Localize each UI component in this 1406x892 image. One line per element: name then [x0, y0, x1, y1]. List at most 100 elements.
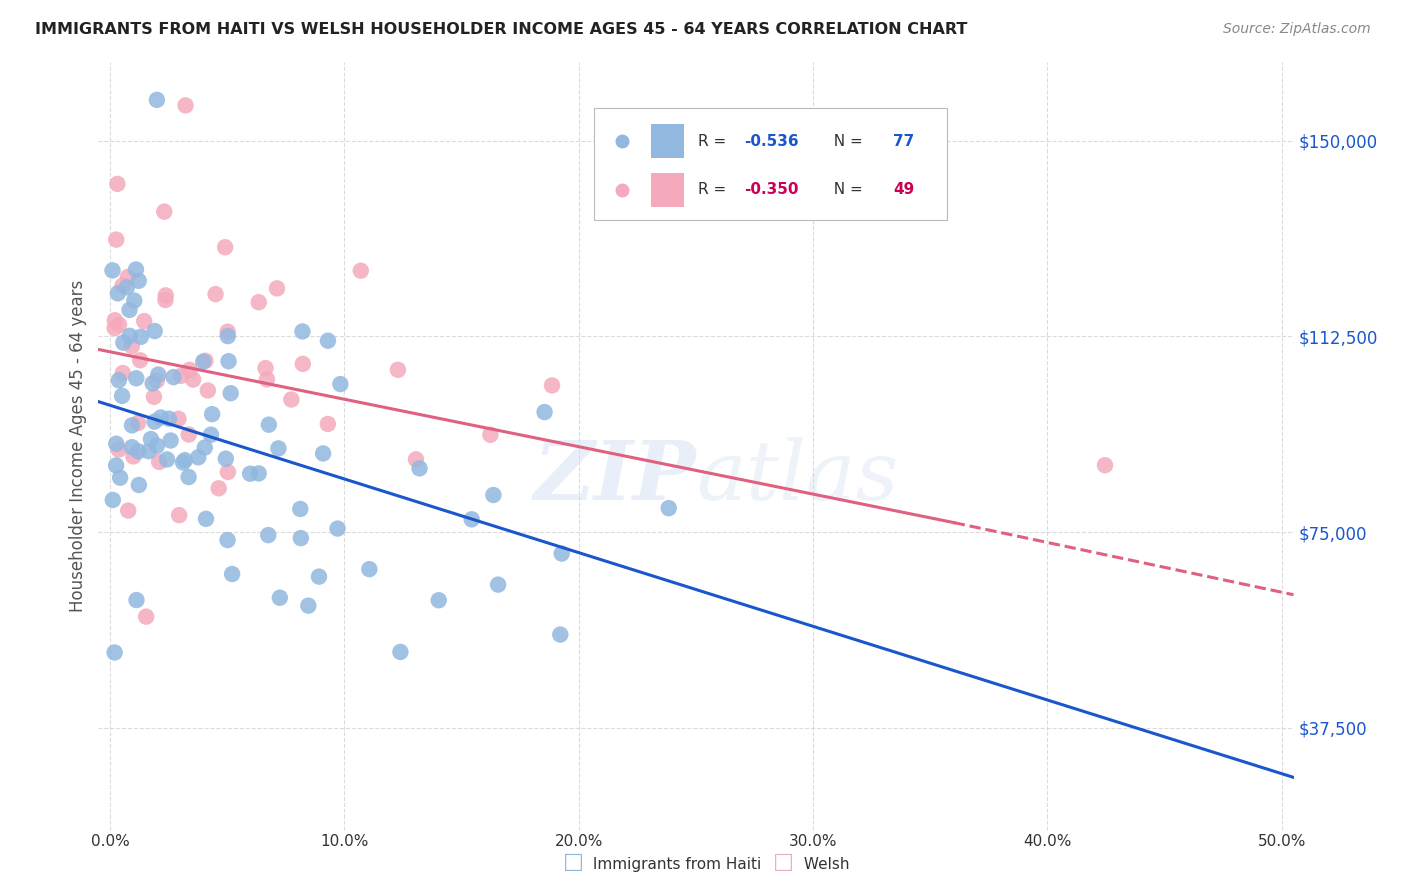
Point — [658, 501, 681, 516]
Point — [479, 427, 502, 442]
Point — [107, 177, 129, 191]
Y-axis label: Householder Income Ages 45 - 64 years: Householder Income Ages 45 - 64 years — [69, 280, 87, 612]
Point — [219, 386, 242, 401]
Text: -0.350: -0.350 — [744, 183, 799, 197]
Point — [280, 392, 302, 407]
Point — [111, 389, 134, 403]
Point — [550, 547, 572, 561]
Point — [208, 481, 231, 495]
Point — [550, 627, 572, 641]
Point — [316, 417, 339, 431]
Point — [149, 410, 172, 425]
Point — [214, 240, 236, 254]
Point — [117, 503, 139, 517]
Point — [1094, 458, 1116, 473]
Point — [146, 374, 169, 388]
Point — [482, 488, 505, 502]
Point — [105, 436, 128, 450]
Point — [193, 354, 215, 368]
Point — [104, 313, 127, 327]
Point — [107, 286, 129, 301]
Point — [172, 455, 194, 469]
Point — [104, 645, 127, 659]
Text: Welsh: Welsh — [799, 857, 849, 872]
Point — [105, 458, 128, 473]
Point — [177, 470, 200, 484]
Point — [107, 442, 129, 457]
Point — [159, 434, 181, 448]
Point — [533, 405, 555, 419]
Text: R =: R = — [699, 183, 731, 197]
Point — [118, 302, 141, 317]
Point — [218, 354, 240, 368]
Point — [125, 371, 148, 385]
Text: 49: 49 — [893, 183, 914, 197]
Point — [155, 288, 177, 302]
Text: ZIP: ZIP — [533, 437, 696, 516]
Point — [291, 325, 314, 339]
Point — [290, 502, 312, 516]
Point — [121, 418, 143, 433]
Text: atlas: atlas — [696, 437, 898, 516]
Point — [101, 493, 124, 508]
Point — [247, 467, 270, 481]
Text: R =: R = — [699, 134, 731, 149]
Point — [121, 440, 143, 454]
Point — [217, 329, 239, 343]
Point — [101, 263, 124, 277]
Point — [200, 427, 222, 442]
Point — [162, 370, 184, 384]
Point — [153, 204, 176, 219]
Point — [108, 318, 131, 332]
Text: 77: 77 — [893, 134, 914, 149]
Point — [108, 471, 131, 485]
Point — [170, 368, 193, 383]
Point — [148, 455, 170, 469]
Point — [111, 366, 134, 380]
Point — [143, 415, 166, 429]
Point — [359, 562, 381, 576]
Point — [239, 467, 262, 481]
Point — [112, 335, 135, 350]
Bar — [651, 124, 685, 158]
Point — [167, 508, 190, 523]
Point — [177, 427, 200, 442]
Point — [290, 531, 312, 545]
Point — [128, 478, 150, 492]
Text: □: □ — [562, 853, 583, 872]
Point — [257, 417, 280, 432]
Point — [221, 567, 243, 582]
Point — [117, 270, 139, 285]
Point — [541, 378, 564, 392]
Text: □: □ — [773, 853, 794, 872]
Point — [122, 293, 145, 308]
Point — [312, 446, 335, 460]
Point — [269, 591, 291, 605]
Text: Immigrants from Haiti: Immigrants from Haiti — [588, 857, 761, 872]
Point — [217, 533, 239, 547]
Point — [127, 444, 149, 458]
Point — [405, 452, 427, 467]
Point — [194, 441, 217, 455]
Point — [195, 512, 218, 526]
Point — [125, 593, 148, 607]
Point — [142, 390, 165, 404]
Point — [179, 363, 201, 377]
Text: IMMIGRANTS FROM HAITI VS WELSH HOUSEHOLDER INCOME AGES 45 - 64 YEARS CORRELATION: IMMIGRANTS FROM HAITI VS WELSH HOUSEHOLD… — [35, 22, 967, 37]
Point — [267, 442, 290, 456]
Point — [197, 384, 219, 398]
Point — [329, 377, 352, 392]
Point — [187, 450, 209, 465]
Point — [138, 444, 160, 458]
Point — [125, 262, 148, 277]
Point — [174, 453, 197, 467]
Point — [204, 287, 226, 301]
Point — [129, 353, 152, 368]
Point — [143, 324, 166, 338]
FancyBboxPatch shape — [595, 109, 948, 219]
Point — [427, 593, 450, 607]
Point — [157, 411, 180, 425]
Point — [257, 528, 280, 542]
Point — [254, 361, 277, 376]
Point — [142, 376, 165, 391]
